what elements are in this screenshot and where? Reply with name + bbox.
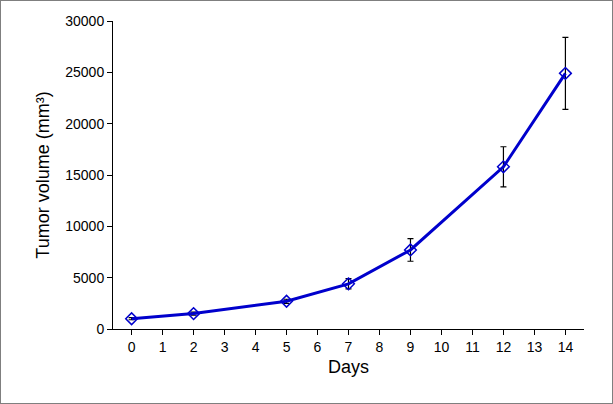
svg-text:10: 10 [434, 339, 450, 355]
svg-text:30000: 30000 [65, 13, 104, 29]
svg-text:13: 13 [527, 339, 543, 355]
svg-text:8: 8 [376, 339, 384, 355]
svg-text:5: 5 [283, 339, 291, 355]
svg-text:3: 3 [221, 339, 229, 355]
svg-text:0: 0 [128, 339, 136, 355]
svg-text:9: 9 [407, 339, 415, 355]
svg-text:12: 12 [496, 339, 512, 355]
svg-text:25000: 25000 [65, 64, 104, 80]
svg-text:Tumor volume (mm³): Tumor volume (mm³) [33, 91, 53, 258]
svg-text:7: 7 [345, 339, 353, 355]
svg-text:Days: Days [328, 357, 369, 377]
svg-text:6: 6 [314, 339, 322, 355]
svg-text:4: 4 [252, 339, 260, 355]
svg-text:2: 2 [190, 339, 198, 355]
svg-text:20000: 20000 [65, 116, 104, 132]
svg-text:0: 0 [96, 321, 104, 337]
svg-text:5000: 5000 [73, 270, 104, 286]
svg-text:11: 11 [465, 339, 480, 355]
svg-text:10000: 10000 [65, 218, 104, 234]
svg-text:14: 14 [558, 339, 574, 355]
svg-text:1: 1 [159, 339, 167, 355]
svg-text:15000: 15000 [65, 167, 104, 183]
